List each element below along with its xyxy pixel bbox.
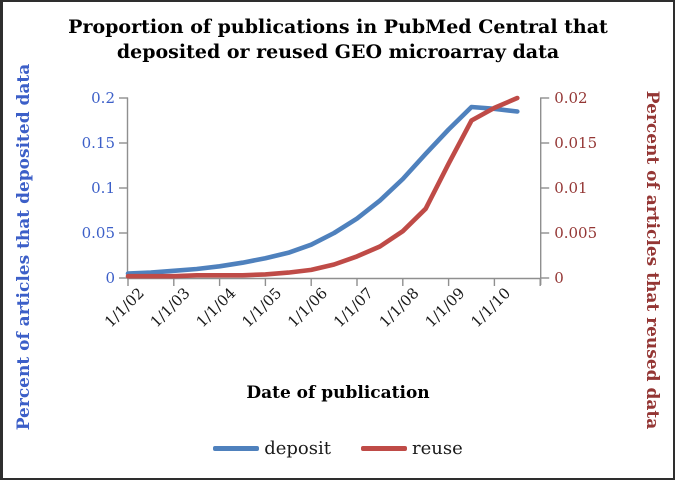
legend-item-reuse: reuse [361, 438, 463, 459]
legend-label-reuse: reuse [412, 438, 463, 459]
y-axis-right-tick-label: 0.02 [554, 89, 587, 107]
x-axis-tick-label: 1/1/06 [284, 284, 331, 331]
deposit-line-swatch [213, 446, 260, 451]
x-axis-tick-label: 1/1/09 [422, 284, 469, 331]
x-axis-tick-label: 1/1/10 [467, 284, 514, 331]
chart-title: Proportion of publications in PubMed Cen… [3, 15, 673, 65]
reuse-line-swatch [361, 446, 407, 451]
y-axis-left-tick-label: 0.05 [82, 224, 115, 242]
y-axis-right-tick-label: 0.005 [554, 224, 597, 242]
plot-area: 0 0.05 0.1 0.15 0.2 0 0.005 0.01 0.015 0.02 1/1/02… [82, 89, 598, 331]
chart-title-line1: Proportion of publications in PubMed Cen… [68, 16, 608, 38]
legend: deposit reuse [3, 438, 673, 459]
y-axis-left-tick-label: 0.15 [82, 134, 115, 152]
x-axis-tick-label: 1/1/02 [101, 284, 148, 331]
y-axis-right-tick-label: 0.015 [554, 134, 597, 152]
y-axis-right-tick-label: 0 [554, 269, 564, 287]
legend-item-deposit: deposit [213, 438, 331, 459]
x-axis-title: Date of publication [246, 383, 430, 403]
x-axis-tick-label: 1/1/03 [147, 284, 194, 331]
x-axis-tick-label: 1/1/05 [238, 284, 285, 331]
x-axis-tick-label: 1/1/04 [193, 284, 240, 331]
x-axis-tick-label: 1/1/07 [330, 284, 377, 331]
chart-title-line2: deposited or reused GEO microarray data [116, 41, 560, 64]
y-axis-left-tick-label: 0 [105, 269, 115, 287]
y-axis-left-tick-label: 0.2 [91, 89, 115, 107]
y-axis-left-tick-label: 0.1 [91, 179, 115, 197]
deposit-line [125, 104, 520, 276]
y-axis-right-tick-label: 0.01 [554, 179, 587, 197]
x-axis-tick-label: 1/1/08 [376, 284, 423, 331]
reuse-line [125, 95, 520, 279]
legend-label-deposit: deposit [264, 438, 331, 459]
